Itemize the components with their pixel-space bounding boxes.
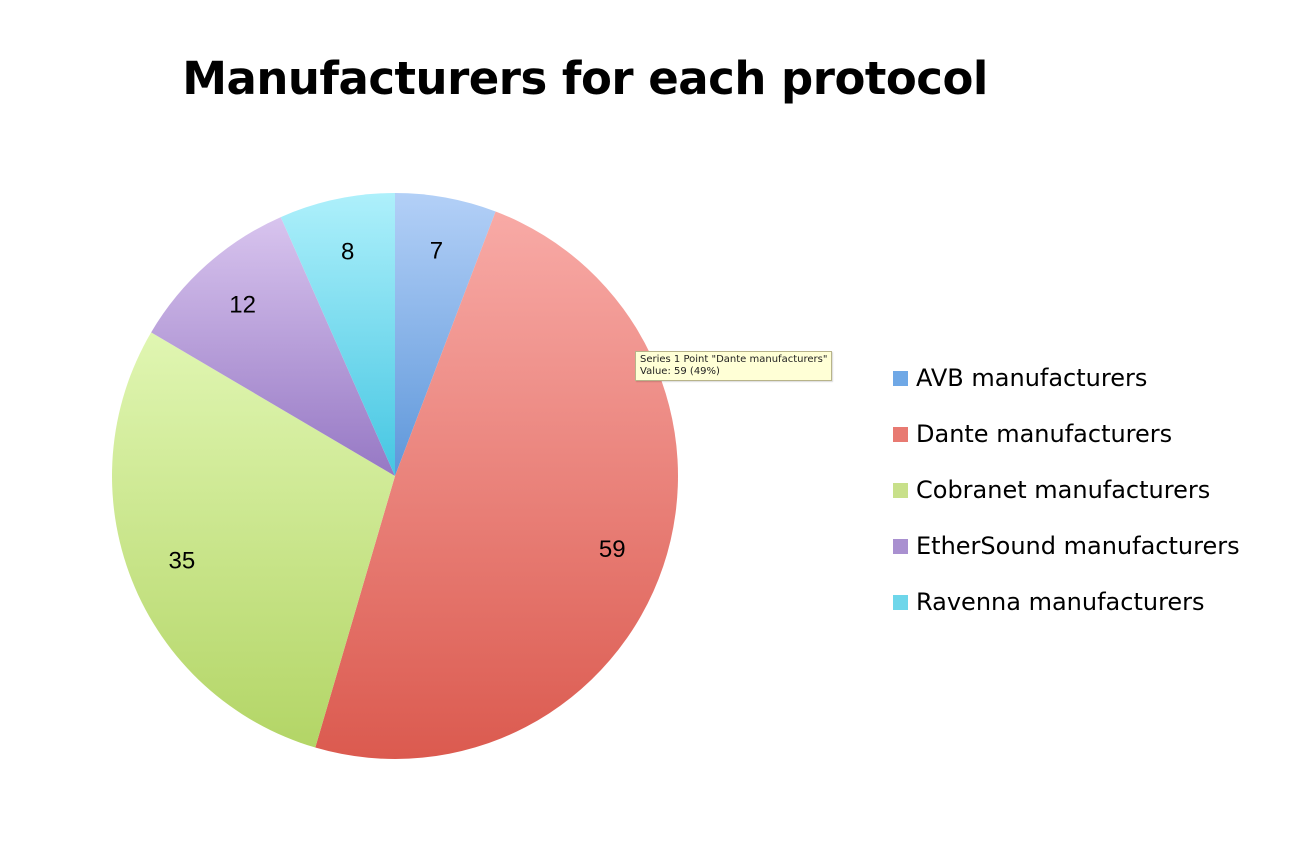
- legend-item-ravenna: Ravenna manufacturers: [893, 574, 1240, 630]
- tooltip: Series 1 Point "Dante manufacturers" Val…: [635, 351, 833, 381]
- legend-swatch-ravenna: [893, 594, 908, 610]
- legend-label-avb: AVB manufacturers: [916, 364, 1148, 392]
- legend: AVB manufacturers Dante manufacturers Cobr…: [893, 350, 1240, 630]
- pie-slice-ethersound[interactable]: [151, 217, 395, 476]
- legend-label-cobranet: Cobranet manufacturers: [916, 476, 1211, 504]
- legend-item-avb: AVB manufacturers: [893, 350, 1240, 406]
- chart-title: Manufacturers for each protocol: [182, 52, 988, 105]
- legend-item-dante: Dante manufacturers: [893, 406, 1240, 462]
- data-label-dante: 59: [599, 536, 626, 563]
- tooltip-line-2: Value: 59 (49%): [640, 366, 720, 377]
- pie-slice-avb[interactable]: [395, 193, 496, 476]
- legend-label-dante: Dante manufacturers: [916, 420, 1173, 448]
- legend-item-cobranet: Cobranet manufacturers: [893, 462, 1240, 518]
- pie-slice-ravenna[interactable]: [280, 193, 395, 476]
- legend-label-ravenna: Ravenna manufacturers: [916, 588, 1205, 616]
- legend-label-ethersound: EtherSound manufacturers: [916, 532, 1240, 560]
- legend-swatch-ethersound: [893, 538, 908, 554]
- data-label-cobranet: 35: [168, 547, 195, 574]
- data-label-avb: 7: [430, 238, 443, 265]
- data-label-ravenna: 8: [341, 239, 354, 266]
- pie-slice-cobranet[interactable]: [111, 332, 396, 748]
- pie-slice-dante[interactable]: [315, 211, 679, 760]
- tooltip-line-1: Series 1 Point "Dante manufacturers": [640, 354, 828, 365]
- legend-swatch-dante: [893, 426, 908, 442]
- legend-swatch-cobranet: [893, 482, 908, 498]
- data-label-ethersound: 12: [229, 292, 256, 319]
- legend-swatch-avb: [893, 370, 908, 386]
- legend-item-ethersound: EtherSound manufacturers: [893, 518, 1240, 574]
